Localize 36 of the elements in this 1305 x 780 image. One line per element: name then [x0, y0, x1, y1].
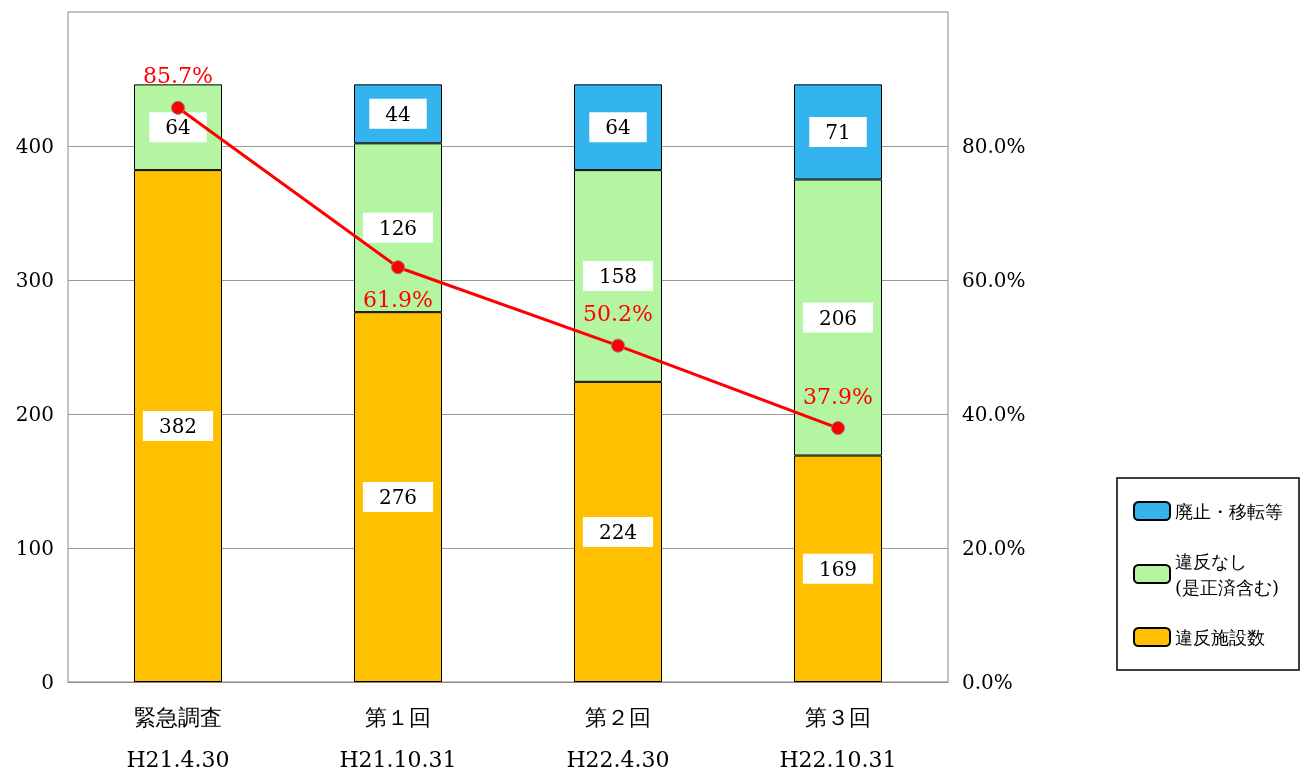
y-tick-label: 200: [15, 402, 54, 426]
point: [831, 421, 845, 436]
y2-tick-label: 40.0%: [962, 402, 1026, 426]
y2-tick-label: 20.0%: [962, 536, 1026, 560]
data-label: 85.7%: [143, 63, 213, 89]
data-label: 169: [818, 556, 858, 581]
data-label: 71: [825, 119, 851, 144]
point: [611, 338, 625, 353]
legend-label: 廃止・移転等: [1175, 500, 1283, 522]
x-tick-label: 第２回 H22.4.30: [566, 704, 670, 772]
data-label: 61.9%: [363, 286, 433, 312]
y2-tick-label: 60.0%: [962, 268, 1026, 292]
data-label: 382: [158, 414, 198, 439]
point: [391, 260, 405, 275]
data-label: 126: [378, 215, 418, 240]
data-label: 64: [165, 115, 191, 140]
y2-tick-label: 80.0%: [962, 134, 1026, 158]
data-label: 224: [598, 519, 638, 544]
x-tick-label: 第１回 H21.10.31: [339, 704, 457, 772]
data-label: 44: [385, 101, 411, 126]
data-label: 64: [605, 115, 631, 140]
data-label: 50.2%: [583, 301, 653, 327]
y-tick-label: 400: [15, 134, 54, 158]
data-label: 206: [818, 305, 858, 330]
y-tick-label: 100: [15, 536, 54, 560]
point: [171, 100, 185, 115]
x-tick-label: 第３回 H22.10.31: [779, 704, 897, 772]
y-tick-label: 300: [15, 268, 54, 292]
data-label: 37.9%: [803, 383, 873, 409]
y2-tick-label: 0.0%: [962, 670, 1013, 694]
x-tick-label: 緊急調査 H21.4.30: [126, 704, 230, 772]
legend-label: 違反なし (是正済含む): [1175, 550, 1280, 598]
data-label: 276: [378, 485, 418, 510]
data-label: 158: [598, 263, 638, 288]
legend-label: 違反施設数: [1175, 626, 1265, 648]
y-tick-label: 0: [41, 670, 54, 694]
